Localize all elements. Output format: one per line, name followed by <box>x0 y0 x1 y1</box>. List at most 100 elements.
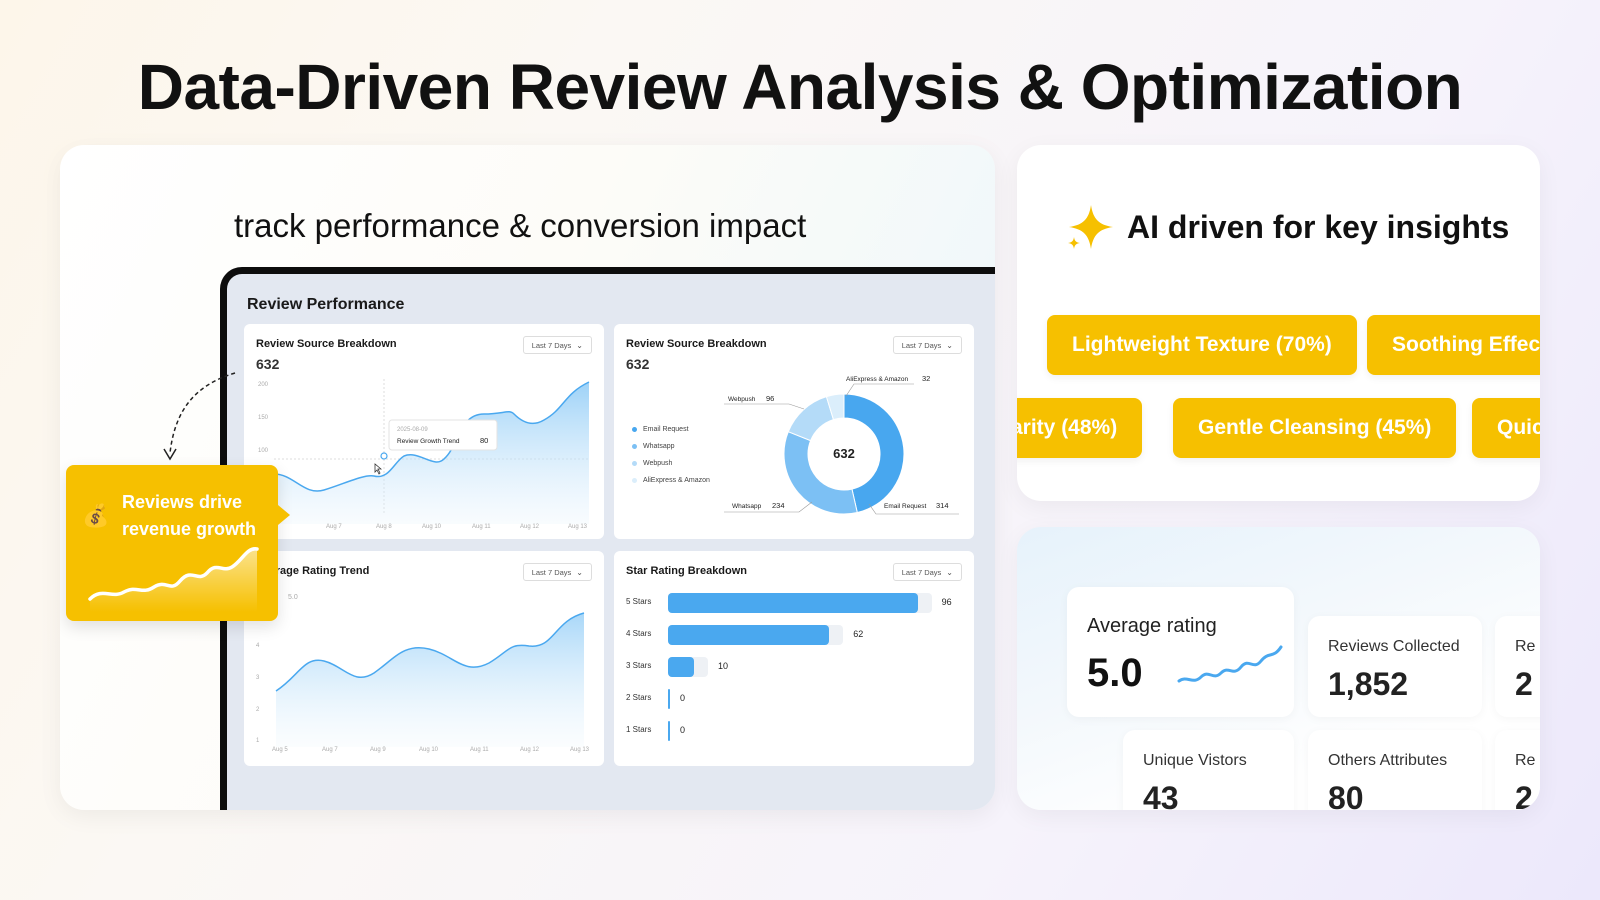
review-source-line-panel: Review Source Breakdown 632 Last 7 Days ⌄… <box>244 324 604 539</box>
stat-value: 80 <box>1328 780 1364 810</box>
rating-sparkline-icon <box>1177 645 1283 683</box>
insight-chip[interactable]: Gentle Cleansing (45%) <box>1173 398 1457 458</box>
x-tick: Aug 11 <box>470 747 489 753</box>
cursor-icon <box>374 463 383 475</box>
average-rating-trend-panel: Average Rating Trend Last 7 Days ⌄ 5.0 4 … <box>244 551 604 766</box>
chevron-down-icon: ⌄ <box>946 340 953 350</box>
x-tick: Aug 9 <box>370 747 386 753</box>
date-range-dropdown[interactable]: Last 7 Days ⌄ <box>892 336 962 354</box>
rating-trend-chart: 5.0 4 3 2 1 Aug 5 Aug 7 Aug 9 Aug 10 Aug… <box>256 594 590 753</box>
star-bar-label: 4 Stars <box>626 629 652 638</box>
callout-line: Reviews drive <box>122 492 243 512</box>
star-bar-value: 96 <box>941 597 952 607</box>
panel-title: Star Rating Breakdown <box>626 565 748 577</box>
slice-value: 314 <box>936 501 949 510</box>
chevron-down-icon: ⌄ <box>576 567 583 577</box>
donut-slice <box>825 393 845 421</box>
y-tick: 5.0 <box>288 594 298 601</box>
y-tick: 4 <box>256 643 260 649</box>
stat-value: 2 <box>1515 666 1533 702</box>
date-range-dropdown[interactable]: Last 7 Days ⌄ <box>892 563 962 581</box>
chevron-down-icon: ⌄ <box>576 340 583 350</box>
legend-item: Webpush <box>632 460 710 467</box>
insight-chip[interactable]: Quick <box>1472 398 1540 458</box>
y-tick: 150 <box>258 415 269 421</box>
x-tick: Aug 12 <box>520 747 540 753</box>
performance-subtitle: track performance & conversion impact <box>234 207 807 244</box>
star-bar-row: 3 Stars 10 <box>626 657 956 677</box>
stat-label: Reviews Collected <box>1328 638 1460 655</box>
y-tick: 3 <box>256 675 260 681</box>
chevron-down-icon: ⌄ <box>946 567 953 577</box>
star-bar <box>668 721 670 741</box>
revenue-callout: 💰 Reviews drive revenue growth <box>66 465 290 621</box>
star-bar-row: 2 Stars 0 <box>626 689 956 709</box>
callout-line: revenue growth <box>122 519 257 539</box>
x-tick: Aug 8 <box>376 524 392 530</box>
stat-label: Average rating <box>1087 615 1217 637</box>
x-tick: Aug 13 <box>568 524 588 530</box>
legend-item: Whatsapp <box>632 443 710 450</box>
review-growth-chart: 200 150 100 2025-08-09 Review Growth Tre… <box>258 379 590 530</box>
stat-label: Unique Vistors <box>1143 752 1247 769</box>
star-bar-label: 5 Stars <box>626 597 652 606</box>
star-bar-value: 10 <box>718 661 729 671</box>
partial-stat-1: Re 2 <box>1495 616 1540 717</box>
growth-wave-icon <box>88 547 259 612</box>
x-tick: Aug 10 <box>422 524 442 530</box>
x-tick: Aug 12 <box>520 524 540 530</box>
star-bar-label: 3 Stars <box>626 661 652 670</box>
stat-value: 1,852 <box>1328 666 1409 702</box>
stat-value: 43 <box>1143 780 1179 810</box>
partial-stat-2: Re 2 <box>1495 730 1540 810</box>
review-source-donut-panel: Review Source Breakdown 632 Last 7 Days ⌄… <box>614 324 974 539</box>
x-tick: Aug 10 <box>419 747 439 753</box>
stat-value: 5.0 <box>1087 651 1143 695</box>
ai-insights-card: AI driven for key insights Lightweight T… <box>1017 145 1540 501</box>
reviews-collected-stat: Reviews Collected 1,852 <box>1308 616 1482 717</box>
tooltip-value: 80 <box>480 436 488 445</box>
stat-label: Re <box>1515 638 1536 655</box>
performance-card: track performance & conversion impact Re… <box>60 145 995 810</box>
star-bar-label: 2 Stars <box>626 693 652 702</box>
others-attributes-stat: Others Attributes 80 <box>1308 730 1482 810</box>
slice-label: Webpush <box>728 396 756 403</box>
donut-legend: Email Request Whatsapp Webpush AliExpres… <box>632 426 710 494</box>
y-tick: 200 <box>258 382 269 388</box>
star-bar-row: 5 Stars 96 <box>626 593 956 613</box>
stat-label: Others Attributes <box>1328 752 1448 769</box>
star-bar-value: 0 <box>680 693 686 703</box>
star-bar-row: 4 Stars 62 <box>626 625 956 645</box>
star-bar-row: 1 Stars 0 <box>626 721 956 741</box>
x-tick: Aug 7 <box>322 747 338 753</box>
x-tick: Aug 11 <box>472 524 491 530</box>
y-tick: 100 <box>258 448 269 454</box>
slice-value: 96 <box>766 394 774 403</box>
y-tick: 2 <box>256 707 260 713</box>
panel-value: 632 <box>626 356 650 372</box>
panel-title: Average Rating Trend <box>256 565 370 577</box>
money-bag-icon: 💰 <box>82 503 110 528</box>
donut-slice <box>783 431 858 515</box>
dashed-arrow-icon <box>163 372 236 461</box>
stats-card: Average rating 5.0 Reviews Collected 1,8… <box>1017 527 1540 810</box>
date-range-dropdown[interactable]: Last 7 Days ⌄ <box>522 563 592 581</box>
insight-chip[interactable]: Lightweight Texture (70%) <box>1047 315 1357 375</box>
page-headline: Data-Driven Review Analysis & Optimizati… <box>137 51 1463 123</box>
date-range-dropdown[interactable]: Last 7 Days ⌄ <box>522 336 592 354</box>
slice-value: 234 <box>772 501 785 510</box>
insight-chip[interactable]: Clarity (48%) <box>1017 398 1143 458</box>
star-bar <box>668 657 694 677</box>
slice-label: AliExpress & Amazon <box>846 376 909 383</box>
insight-chip[interactable]: Soothing Effect <box>1367 315 1540 375</box>
sparkle-icon <box>1068 205 1113 249</box>
panel-title: Review Source Breakdown <box>256 338 397 350</box>
legend-item: Email Request <box>632 426 710 433</box>
average-rating-stat: Average rating 5.0 <box>1067 587 1294 717</box>
slice-label: Whatsapp <box>732 503 762 510</box>
slice-value: 32 <box>922 374 930 383</box>
star-bar <box>668 593 918 613</box>
star-bar-value: 62 <box>853 629 864 639</box>
star-rating-breakdown-panel: Star Rating Breakdown Last 7 Days ⌄ 5 Sta… <box>614 551 974 766</box>
legend-item: AliExpress & Amazon <box>632 477 710 484</box>
